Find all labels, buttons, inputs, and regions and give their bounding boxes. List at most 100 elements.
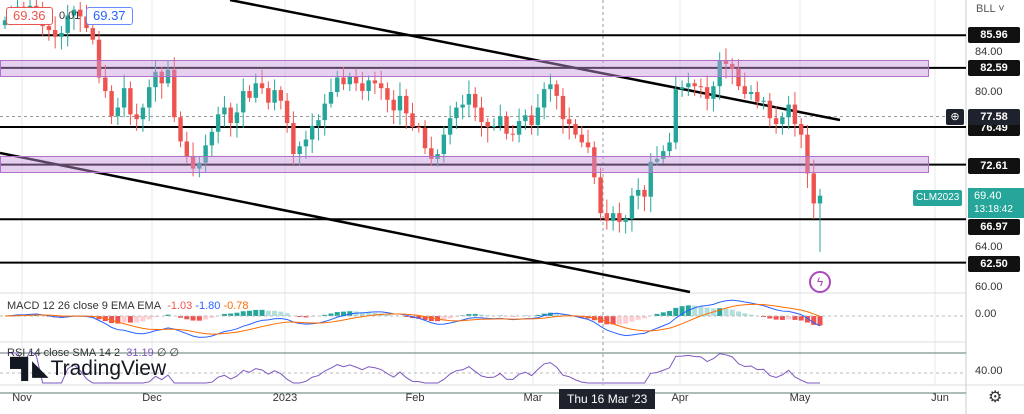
candle	[59, 32, 64, 37]
candle	[654, 158, 660, 162]
price-tick: 60.00	[975, 281, 1003, 293]
candle	[717, 61, 722, 87]
candle	[698, 86, 704, 88]
candle	[472, 93, 478, 108]
macd-histogram-bar	[610, 316, 616, 325]
candle	[692, 83, 697, 87]
macd-histogram-bar	[654, 313, 660, 316]
candle	[529, 115, 534, 125]
macd-histogram-bar	[178, 316, 184, 318]
signal-line	[4, 303, 821, 335]
macd-histogram-bar	[328, 313, 334, 316]
symbol-label: CLM2023	[913, 190, 963, 206]
macd-histogram-bar	[660, 312, 666, 316]
candle	[498, 116, 503, 126]
settings-gear-icon[interactable]: ⚙	[988, 389, 1003, 406]
candle	[623, 218, 628, 222]
macd-histogram-bar	[228, 313, 234, 316]
ask-price[interactable]: 69.37	[86, 7, 133, 25]
candle	[203, 145, 208, 163]
candle	[209, 131, 215, 146]
macd-histogram-bar	[742, 313, 748, 316]
candle	[504, 116, 509, 134]
rsi-legend[interactable]: RSI 14 close SMA 14 2 31.19 ∅ ∅	[7, 346, 179, 359]
candle	[247, 91, 252, 98]
macd-histogram-bar	[165, 314, 171, 316]
macd-histogram-bar	[779, 316, 785, 320]
level-label: 72.61	[968, 158, 1020, 174]
time-tick: 2023	[272, 392, 298, 404]
candle	[404, 95, 409, 114]
macd-histogram-bar	[422, 316, 428, 321]
trendline-lower	[0, 151, 691, 294]
candle	[378, 83, 384, 89]
candle	[78, 9, 83, 17]
candle	[90, 28, 95, 40]
macd-histogram-bar	[127, 316, 133, 323]
candle	[347, 76, 353, 85]
macd-histogram-bar	[723, 308, 729, 316]
candle	[792, 104, 798, 125]
rsi-na: ∅	[156, 347, 167, 359]
macd-histogram-bar	[811, 316, 817, 325]
candle	[297, 146, 302, 155]
add-alert-plus-icon[interactable]: ⊕	[946, 109, 964, 125]
unit-label: BLL	[976, 3, 996, 15]
earnings-flash-icon[interactable]: ϟ	[809, 271, 831, 293]
candle	[385, 88, 390, 100]
candle	[121, 88, 127, 108]
candle	[736, 68, 741, 87]
candle	[773, 118, 779, 125]
macd-histogram-bar	[804, 316, 810, 323]
candle	[592, 147, 597, 178]
macd-histogram-bar	[748, 314, 754, 316]
candle	[704, 87, 710, 99]
candle	[673, 89, 679, 143]
candle	[335, 77, 340, 93]
candle	[661, 151, 666, 159]
candle	[723, 61, 729, 64]
macd-histogram-bar	[798, 316, 804, 321]
macd-histogram-bar	[253, 309, 259, 316]
macd-histogram-bar	[259, 309, 265, 316]
rsi-line	[5, 350, 820, 384]
resistance-zone[interactable]	[0, 60, 929, 77]
candle	[780, 117, 785, 125]
candle	[178, 117, 183, 142]
candle	[115, 107, 121, 117]
candle	[140, 107, 146, 120]
candle	[215, 114, 221, 132]
support-zone[interactable]	[0, 156, 929, 173]
macd-zero-tick: 0.00	[975, 308, 997, 320]
candle	[798, 124, 804, 135]
candle	[541, 89, 547, 108]
tradingview-logo[interactable]: ▀▌◣ TradingView	[10, 356, 166, 381]
macd-histogram-bar	[641, 316, 647, 319]
candle	[397, 95, 403, 111]
candle	[422, 127, 428, 149]
bid-price[interactable]: 69.36	[6, 7, 53, 25]
candle	[466, 93, 472, 105]
candle	[635, 189, 641, 196]
macd-histogram-bar	[297, 316, 303, 318]
macd-histogram-bar	[692, 305, 698, 316]
macd-histogram-bar	[372, 312, 378, 316]
candle	[197, 162, 202, 169]
macd-histogram-bar	[284, 313, 290, 316]
candle	[234, 112, 240, 124]
crosshair-price-label: 77.58	[968, 109, 1020, 125]
candle	[447, 118, 453, 135]
macd-legend[interactable]: MACD 12 26 close 9 EMA EMA -1.03 -1.80 -…	[7, 300, 249, 312]
candle	[109, 91, 114, 117]
macd-histogram-bar	[817, 316, 823, 326]
candle	[253, 83, 258, 98]
candle	[103, 77, 108, 92]
macd-histogram-bar	[698, 306, 704, 316]
unit-menu[interactable]: BLL ˅	[976, 2, 1005, 16]
candle	[786, 104, 791, 118]
candle	[523, 115, 528, 122]
macd-histogram-bar	[247, 310, 252, 316]
crosshair-date-label: Thu 16 Mar '23	[559, 389, 656, 409]
macd-histogram-bar	[786, 316, 792, 320]
